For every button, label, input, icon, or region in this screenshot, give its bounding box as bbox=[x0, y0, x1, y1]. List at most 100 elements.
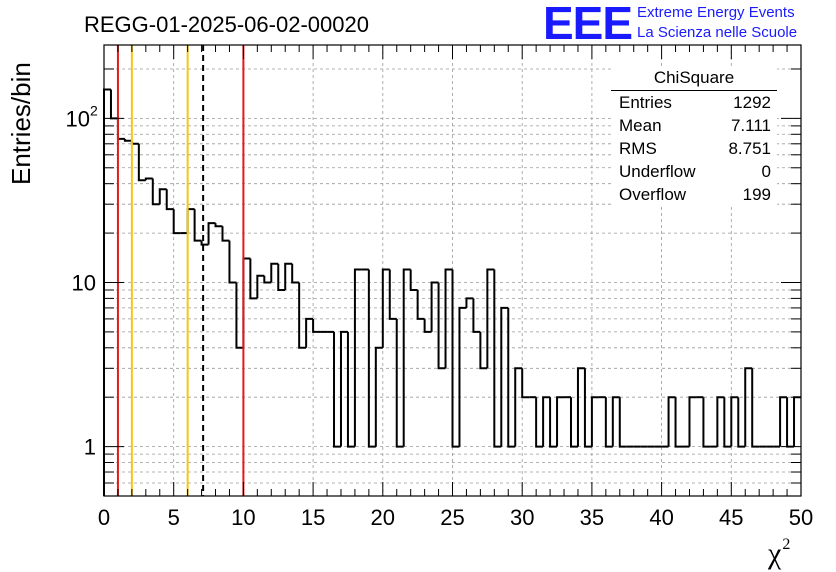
histogram-bin bbox=[109, 89, 118, 120]
x-tick-label: 45 bbox=[719, 505, 743, 530]
stats-row: Entries 1292 bbox=[611, 91, 777, 114]
histogram-bin bbox=[576, 367, 585, 447]
stats-title: ChiSquare bbox=[611, 66, 777, 91]
histogram-bin bbox=[604, 397, 613, 448]
histogram-bin bbox=[437, 282, 446, 370]
histogram-bin bbox=[716, 396, 725, 447]
histogram-bin bbox=[549, 397, 558, 448]
histogram-bin bbox=[242, 257, 251, 348]
x-tick-label: 50 bbox=[789, 505, 813, 530]
histogram-bin bbox=[374, 346, 383, 447]
histogram-bin bbox=[521, 368, 530, 399]
histogram-bin bbox=[116, 118, 125, 140]
histogram-bin bbox=[416, 290, 425, 320]
histogram-bin bbox=[193, 209, 202, 242]
histogram-bin bbox=[583, 368, 592, 448]
histogram-bin bbox=[500, 306, 509, 447]
histogram-bin bbox=[472, 298, 481, 333]
histogram-bin bbox=[542, 396, 551, 447]
histogram-bin bbox=[611, 396, 620, 447]
histogram-bin bbox=[144, 177, 153, 181]
histogram-bin bbox=[737, 397, 746, 448]
x-axis-label-sup: 2 bbox=[782, 536, 791, 553]
y-axis-label: Entries/bin bbox=[6, 62, 36, 185]
histogram-bin bbox=[291, 263, 300, 284]
histogram-bin bbox=[367, 269, 376, 448]
stats-row: RMS 8.751 bbox=[611, 137, 777, 160]
histogram-bin bbox=[186, 208, 195, 234]
histogram-bin bbox=[200, 240, 209, 246]
stats-value: 1292 bbox=[733, 93, 771, 112]
histogram-bin bbox=[277, 263, 286, 291]
histogram-bin bbox=[688, 396, 697, 447]
histogram-bin bbox=[270, 262, 279, 283]
histogram-bin bbox=[744, 367, 753, 447]
histogram-bin bbox=[465, 297, 474, 308]
histogram-bin bbox=[493, 269, 502, 448]
y-tick-label: 1 bbox=[84, 435, 96, 460]
histogram-bin bbox=[730, 396, 739, 447]
histogram-bin bbox=[103, 88, 111, 496]
histogram-bin bbox=[312, 318, 321, 333]
histogram-bin bbox=[346, 331, 355, 448]
y-tick-label: 10 bbox=[72, 270, 96, 295]
histogram-bin bbox=[221, 226, 230, 242]
histogram-bin bbox=[535, 397, 544, 448]
reference-lines bbox=[116, 45, 245, 496]
histogram-bin bbox=[444, 268, 453, 369]
histogram-bin bbox=[249, 258, 258, 300]
histogram-bin bbox=[667, 396, 676, 447]
y-tick-label-sup: 2 bbox=[90, 102, 98, 118]
histogram-bin bbox=[793, 396, 801, 447]
logo-line-1: Extreme Energy Events bbox=[637, 4, 795, 21]
histogram-bin bbox=[339, 330, 348, 447]
histogram-bin bbox=[130, 140, 139, 145]
x-tick-label: 40 bbox=[649, 505, 673, 530]
eee-logo: EEE bbox=[543, 0, 633, 49]
histogram-bin bbox=[353, 268, 362, 447]
histogram-bin bbox=[751, 368, 760, 448]
histogram-bin bbox=[402, 268, 411, 447]
histogram-bin bbox=[430, 281, 439, 332]
histogram-bin bbox=[165, 189, 174, 211]
x-tick-label: 10 bbox=[231, 505, 255, 530]
histogram-bin bbox=[409, 269, 418, 291]
x-tick-label: 35 bbox=[580, 505, 604, 530]
stats-value: 8.751 bbox=[728, 139, 771, 158]
histogram-bin bbox=[158, 188, 167, 205]
x-tick-label: 5 bbox=[168, 505, 180, 530]
y-tick-label: 10 bbox=[66, 106, 90, 131]
x-tick-label: 0 bbox=[98, 505, 110, 530]
histogram-bin bbox=[423, 318, 432, 333]
x-tick-label: 25 bbox=[440, 505, 464, 530]
stats-value: 0 bbox=[761, 162, 771, 181]
histogram-bin bbox=[151, 178, 160, 206]
histogram-bin bbox=[702, 397, 711, 448]
x-tick-label: 15 bbox=[301, 505, 325, 530]
stats-box: ChiSquare Entries 1292 Mean 7.111 RMS 8.751… bbox=[611, 66, 777, 206]
histogram-bin bbox=[123, 138, 132, 142]
histogram-bin bbox=[479, 331, 488, 370]
stats-label: Overflow bbox=[619, 185, 687, 204]
histogram-bin bbox=[590, 396, 599, 447]
x-tick-label: 30 bbox=[510, 505, 534, 530]
stats-value: 7.111 bbox=[730, 116, 771, 135]
stats-label: RMS bbox=[619, 139, 657, 158]
histogram-bin bbox=[333, 331, 341, 448]
histogram-bin bbox=[779, 396, 788, 447]
stats-label: Mean bbox=[619, 116, 662, 135]
histogram-bin bbox=[381, 268, 390, 348]
histogram-bin bbox=[137, 143, 146, 182]
histogram-bin bbox=[207, 222, 216, 245]
histogram-bin bbox=[256, 274, 265, 299]
histogram-bin bbox=[451, 269, 460, 448]
histogram-bin bbox=[395, 318, 404, 448]
histogram-bin bbox=[786, 397, 795, 448]
histogram-bin bbox=[556, 396, 565, 447]
chart-title: REGG-01-2025-06-02-00020 bbox=[84, 12, 369, 37]
histogram-bin bbox=[723, 397, 732, 448]
histogram-bin bbox=[618, 397, 627, 448]
histogram-bin bbox=[507, 307, 516, 448]
